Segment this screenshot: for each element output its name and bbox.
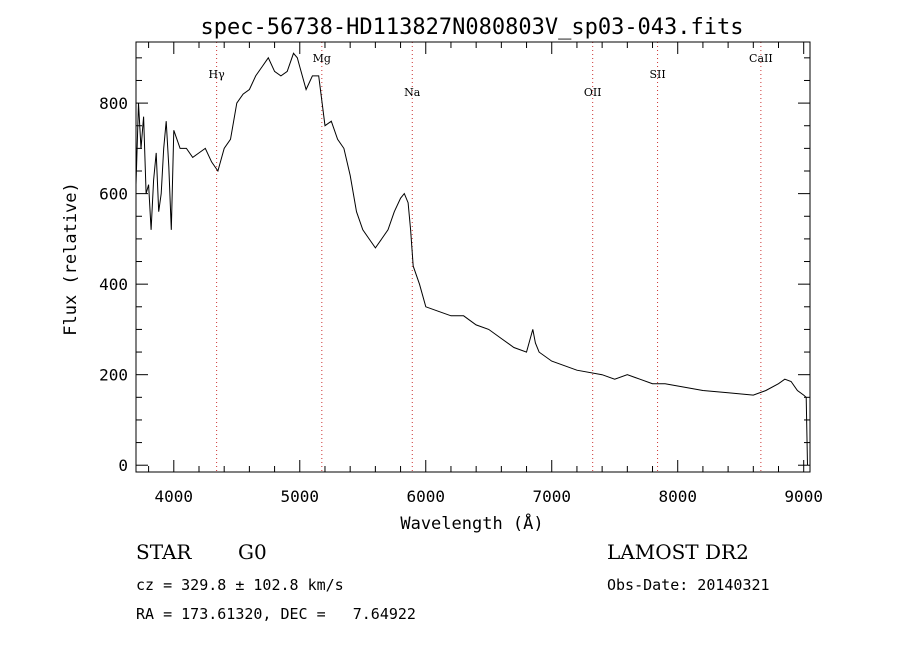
y-tick-label: 400: [99, 275, 128, 294]
line-marker-label: Hγ: [209, 68, 226, 81]
line-marker-label: OII: [584, 86, 602, 99]
coordinates-readout: RA = 173.61320, DEC = 7.64922: [136, 605, 416, 623]
y-tick-label: 0: [118, 456, 128, 475]
x-tick-label: 8000: [658, 487, 697, 506]
x-tick-label: 5000: [281, 487, 320, 506]
x-tick-label: 6000: [406, 487, 445, 506]
y-axis-label: Flux (relative): [61, 182, 81, 336]
redshift-readout: cz = 329.8 ± 102.8 km/s: [136, 576, 344, 594]
line-marker-label: Mg: [313, 52, 331, 65]
x-tick-label: 7000: [532, 487, 571, 506]
x-tick-label: 9000: [784, 487, 823, 506]
spectral-line-markers: Hγ Mg Na OII SII CaII: [209, 42, 773, 472]
plot-frame: [135, 41, 811, 473]
survey-name: LAMOST DR2: [607, 540, 749, 564]
y-axis: 0 200 400 600 800: [99, 57, 810, 475]
x-tick-label: 4000: [155, 487, 194, 506]
line-marker-label: SII: [649, 68, 665, 81]
y-tick-label: 600: [99, 185, 128, 204]
object-class: STAR: [136, 540, 192, 564]
y-tick-label: 800: [99, 94, 128, 113]
chart-title: spec-56738-HD113827N080803V_sp03-043.fit…: [200, 15, 743, 40]
object-subclass: G0: [238, 540, 267, 564]
x-axis-label: Wavelength (Å): [400, 512, 543, 534]
x-axis: 4000 5000 6000 7000 8000 9000: [148, 42, 823, 506]
line-marker-label: Na: [404, 86, 421, 99]
spectrum-line: [135, 52, 808, 466]
y-tick-label: 200: [99, 366, 128, 385]
obs-date: Obs-Date: 20140321: [607, 576, 770, 594]
line-marker-label: CaII: [749, 52, 773, 65]
